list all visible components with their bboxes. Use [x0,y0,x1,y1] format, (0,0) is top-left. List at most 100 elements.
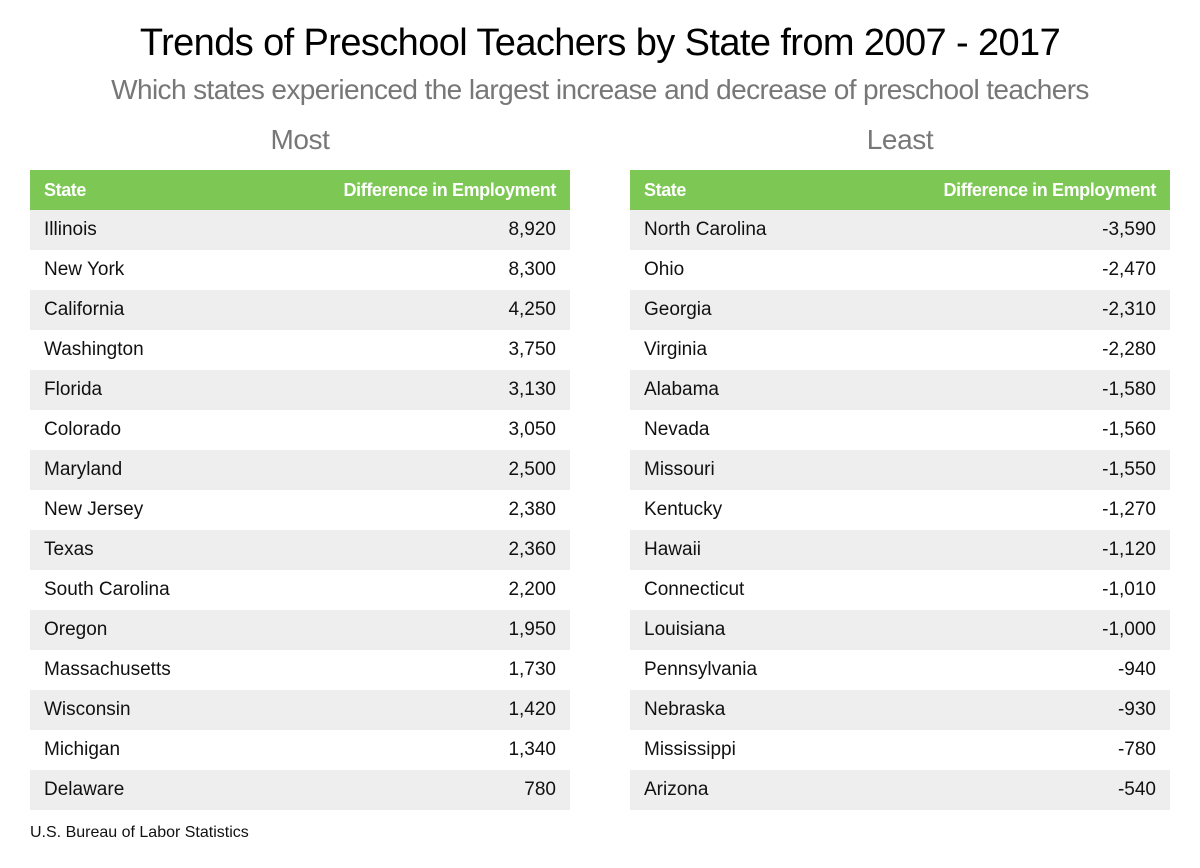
difference-cell: 8,920 [241,210,570,250]
difference-cell: 2,360 [241,530,570,570]
difference-cell: -1,560 [837,410,1170,450]
difference-cell: -2,280 [837,330,1170,370]
difference-cell: -3,590 [837,210,1170,250]
difference-cell: 1,730 [241,650,570,690]
table-header-row: State Difference in Employment [30,170,570,210]
state-cell: Maryland [30,450,242,490]
difference-cell: 1,420 [241,690,570,730]
state-cell: Hawaii [630,530,838,570]
table-row: Massachusetts 1,730 [30,650,570,690]
column-header-difference: Difference in Employment [837,170,1170,210]
difference-cell: -540 [837,770,1170,810]
column-header-state: State [630,170,838,210]
table-row: Mississippi -780 [630,730,1170,770]
difference-cell: -1,270 [837,490,1170,530]
most-table: State Difference in Employment Illinois 8… [30,170,570,810]
table-row: Washington 3,750 [30,330,570,370]
difference-cell: -940 [837,650,1170,690]
difference-cell: 3,050 [241,410,570,450]
state-cell: Illinois [30,210,242,250]
column-header-state: State [30,170,242,210]
least-panel-title: Least [866,124,934,155]
state-cell: Ohio [630,250,838,290]
page-subtitle: Which states experienced the largest inc… [111,74,1089,105]
difference-cell: 3,130 [241,370,570,410]
difference-cell: 2,200 [241,570,570,610]
least-panel: Least State Difference in Employment Nor… [630,120,1170,810]
table-row: Hawaii -1,120 [630,530,1170,570]
table-row: New Jersey 2,380 [30,490,570,530]
state-cell: Arizona [630,770,838,810]
source-note: U.S. Bureau of Labor Statistics [30,824,249,841]
table-row: Nebraska -930 [630,690,1170,730]
table-row: Florida 3,130 [30,370,570,410]
difference-cell: -1,120 [837,530,1170,570]
state-cell: Virginia [630,330,838,370]
state-cell: Mississippi [630,730,838,770]
table-row: Kentucky -1,270 [630,490,1170,530]
state-cell: South Carolina [30,570,242,610]
table-header-row: State Difference in Employment [630,170,1170,210]
table-row: Alabama -1,580 [630,370,1170,410]
state-cell: Louisiana [630,610,838,650]
state-cell: Kentucky [630,490,838,530]
state-cell: Nevada [630,410,838,450]
table-row: Pennsylvania -940 [630,650,1170,690]
table-row: Nevada -1,560 [630,410,1170,450]
table-row: Delaware 780 [30,770,570,810]
most-table-body: Illinois 8,920 New York 8,300 California 4,25… [30,210,570,810]
table-row: Wisconsin 1,420 [30,690,570,730]
difference-cell: -1,580 [837,370,1170,410]
table-row: Maryland 2,500 [30,450,570,490]
table-row: California 4,250 [30,290,570,330]
state-cell: Pennsylvania [630,650,838,690]
difference-cell: 4,250 [241,290,570,330]
table-row: Ohio -2,470 [630,250,1170,290]
difference-cell: -2,470 [837,250,1170,290]
state-cell: New Jersey [30,490,242,530]
difference-cell: -1,550 [837,450,1170,490]
table-row: Colorado 3,050 [30,410,570,450]
table-row: New York 8,300 [30,250,570,290]
table-row: Louisiana -1,000 [630,610,1170,650]
state-cell: Delaware [30,770,242,810]
state-cell: Georgia [630,290,838,330]
state-cell: Michigan [30,730,242,770]
column-header-difference: Difference in Employment [241,170,570,210]
difference-cell: 3,750 [241,330,570,370]
state-cell: California [30,290,242,330]
difference-cell: -2,310 [837,290,1170,330]
difference-cell: -1,000 [837,610,1170,650]
state-cell: Alabama [630,370,838,410]
state-cell: Wisconsin [30,690,242,730]
least-table: State Difference in Employment North Car… [630,170,1170,810]
most-panel: Most State Difference in Employment Illi… [30,120,570,810]
state-cell: Colorado [30,410,242,450]
state-cell: Florida [30,370,242,410]
difference-cell: 8,300 [241,250,570,290]
state-cell: New York [30,250,242,290]
state-cell: Oregon [30,610,242,650]
table-row: Arizona -540 [630,770,1170,810]
state-cell: Texas [30,530,242,570]
state-cell: North Carolina [630,210,838,250]
table-row: Georgia -2,310 [630,290,1170,330]
difference-cell: -1,010 [837,570,1170,610]
state-cell: Massachusetts [30,650,242,690]
least-table-body: North Carolina -3,590 Ohio -2,470 Georgia -2,… [630,210,1170,810]
difference-cell: 2,380 [241,490,570,530]
state-cell: Missouri [630,450,838,490]
page-title: Trends of Preschool Teachers by State fr… [139,22,1061,64]
table-row: Virginia -2,280 [630,330,1170,370]
difference-cell: 2,500 [241,450,570,490]
difference-cell: 1,950 [241,610,570,650]
most-panel-title: Most [270,124,330,155]
state-cell: Connecticut [630,570,838,610]
difference-cell: -780 [837,730,1170,770]
table-row: Illinois 8,920 [30,210,570,250]
state-cell: Nebraska [630,690,838,730]
difference-cell: 1,340 [241,730,570,770]
table-row: Oregon 1,950 [30,610,570,650]
difference-cell: -930 [837,690,1170,730]
state-cell: Washington [30,330,242,370]
